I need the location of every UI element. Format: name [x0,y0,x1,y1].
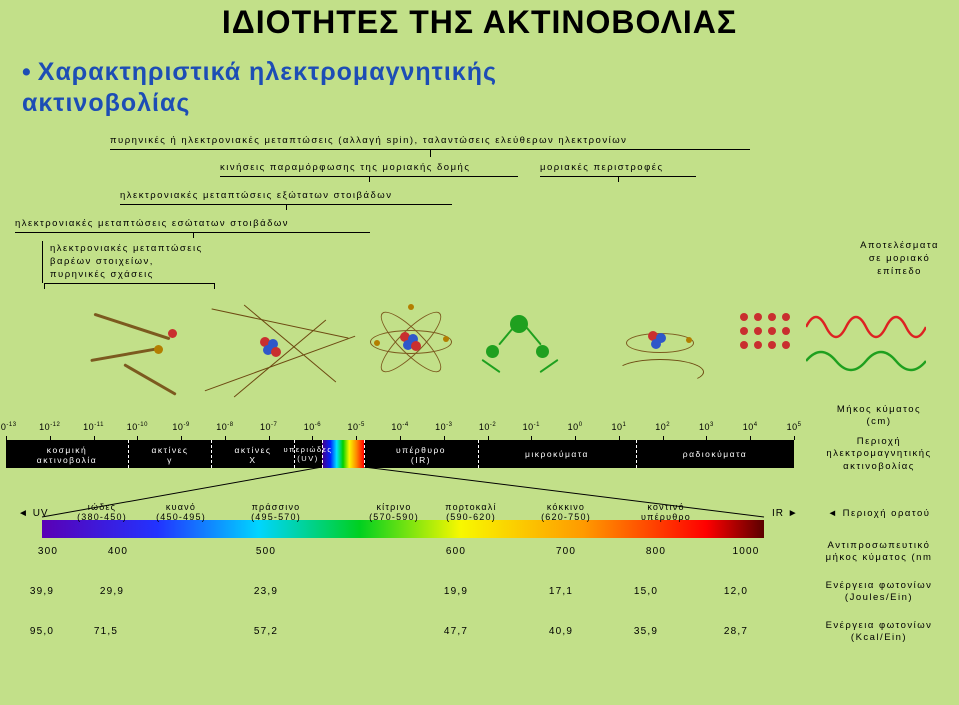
seg-ir: υπέρθυρο(IR) [396,446,446,466]
tick-label: 10-7 [260,422,277,432]
value-cell: 47,7 [444,626,468,637]
tree-l2b: μοριακές περιστροφές [540,162,664,173]
seg-gamma: ακτίνεςγ [151,446,188,466]
value-cell: 29,9 [100,586,124,597]
tick-label: 103 [699,422,714,432]
visible-right-label: ◄ Περιοχή ορατού [804,508,954,520]
tick-label: 10-5 [348,422,365,432]
bar-right-label: Περιοχή ηλεκτρομαγνητικής ακτινοβολίας [804,436,954,473]
value-cell: 300 [38,546,58,557]
ticks-right-label: Μήκος κύματος(cm) [804,404,954,429]
value-cell: 400 [108,546,128,557]
atom-icon [370,300,460,390]
tick-label: 10-9 [172,422,189,432]
tree-l2a: κινήσεις παραμόρφωσης της μοριακής δομής [220,162,470,173]
value-cell: 28,7 [724,626,748,637]
seg-radio: ραδιοκύματα [683,449,747,459]
tick-label: 10-6 [304,422,321,432]
tree-l5b: βαρέων στοιχείων, [50,256,154,267]
fission-icon [90,303,390,403]
tree-area: πυρηνικές ή ηλεκτρονιακές μεταπτώσεις (α… [0,135,959,395]
seg-cosmic: κοσμικήακτινοβολία [37,446,97,466]
tick-label: 102 [655,422,670,432]
seg-micro: μικροκύματα [525,449,589,459]
row-kcal-right: Ενέργεια φωτονίων(Kcal/Ein) [804,620,954,645]
value-cell: 95,0 [30,626,54,637]
tree-l4: ηλεκτρονιακές μεταπτώσεις εσώτατων στοιβ… [15,218,289,229]
tick-label: 101 [611,422,626,432]
visible-band [42,520,764,538]
bullet-icon: • [22,58,38,86]
value-cell: 57,2 [254,626,278,637]
tick-label: 10-4 [391,422,408,432]
seg-xray: ακτίνεςΧ [234,446,271,466]
visible-band-label: κίτρινο(570-590) [369,502,419,522]
value-cell: 1000 [732,546,759,557]
value-cell: 35,9 [634,626,658,637]
tick-label: 10-2 [479,422,496,432]
tree-l1: πυρηνικές ή ηλεκτρονιακές μεταπτώσεις (α… [110,135,627,146]
value-cell: 17,1 [549,586,573,597]
subtitle-line2: ακτινοβολίας [22,89,190,117]
tick-label: 104 [743,422,758,432]
value-cell: 71,5 [94,626,118,637]
ir-arrow: IR ► [772,508,799,519]
rotation-icon [620,303,710,393]
value-cell: 39,9 [30,586,54,597]
value-cell: 19,9 [444,586,468,597]
lattice-wave-icon [740,305,940,395]
value-cell: 23,9 [254,586,278,597]
tick-label: 10-8 [216,422,233,432]
subtitle: •Χαρακτηριστικά ηλεκτρομαγνητικής ακτινο… [0,41,959,120]
value-cell: 700 [556,546,576,557]
value-cell: 600 [446,546,466,557]
spectrum-block: 10-1310-1210-1110-1010-910-810-710-610-5… [6,408,952,468]
visible-band-label: κοντινόυπέρυθρο [641,502,691,522]
molecule-bend-icon [480,305,600,385]
visible-band-label: πράσσινο(495-570) [251,502,301,522]
visible-band-label: ιώδες(380-450) [77,502,127,522]
visible-band-label: πορτοκαλί(590-620) [445,502,496,522]
value-cell: 40,9 [549,626,573,637]
value-cell: 12,0 [724,586,748,597]
tree-l3: ηλεκτρονιακές μεταπτώσεις εξώτατων στοιβ… [120,190,392,201]
tree-l5a: ηλεκτρονιακές μεταπτώσεις [50,243,203,254]
tick-label: 10-3 [435,422,452,432]
visible-band-label: κυανό(450-495) [156,502,206,522]
tick-label: 105 [787,422,802,432]
value-cell: 800 [646,546,666,557]
seg-uv: υπεριώδες(UV) [283,446,332,463]
tick-label: 100 [568,422,583,432]
subtitle-line1: Χαρακτηριστικά ηλεκτρομαγνητικής [38,58,497,86]
right-note: Αποτελέσματα σε μοριακό επίπεδο [860,240,939,278]
tick-label: 10-11 [83,422,104,432]
visible-band-label: κόκκινο(620-750) [541,502,591,522]
row-wave-right: Αντιπροσωπευτικόμήκος κύματος (nm [804,540,954,565]
row-joule-right: Ενέργεια φωτονίων(Joules/Ein) [804,580,954,605]
tick-label: 10-1 [523,422,540,432]
tree-l5c: πυρηνικές σχάσεις [50,269,154,280]
value-cell: 500 [256,546,276,557]
tick-label: 10-12 [39,422,60,432]
spectrum-bar: κοσμικήακτινοβολία ακτίνεςγ ακτίνεςΧ υπε… [6,440,794,468]
value-cell: 15,0 [634,586,658,597]
tick-label: 10-13 [0,422,17,432]
page-title: ΙΔΙΟΤΗΤΕΣ ΤΗΣ ΑΚΤΙΝΟΒΟΛΙΑΣ [0,0,959,41]
tick-label: 10-10 [127,422,148,432]
uv-arrow: ◄ UV [18,508,49,519]
